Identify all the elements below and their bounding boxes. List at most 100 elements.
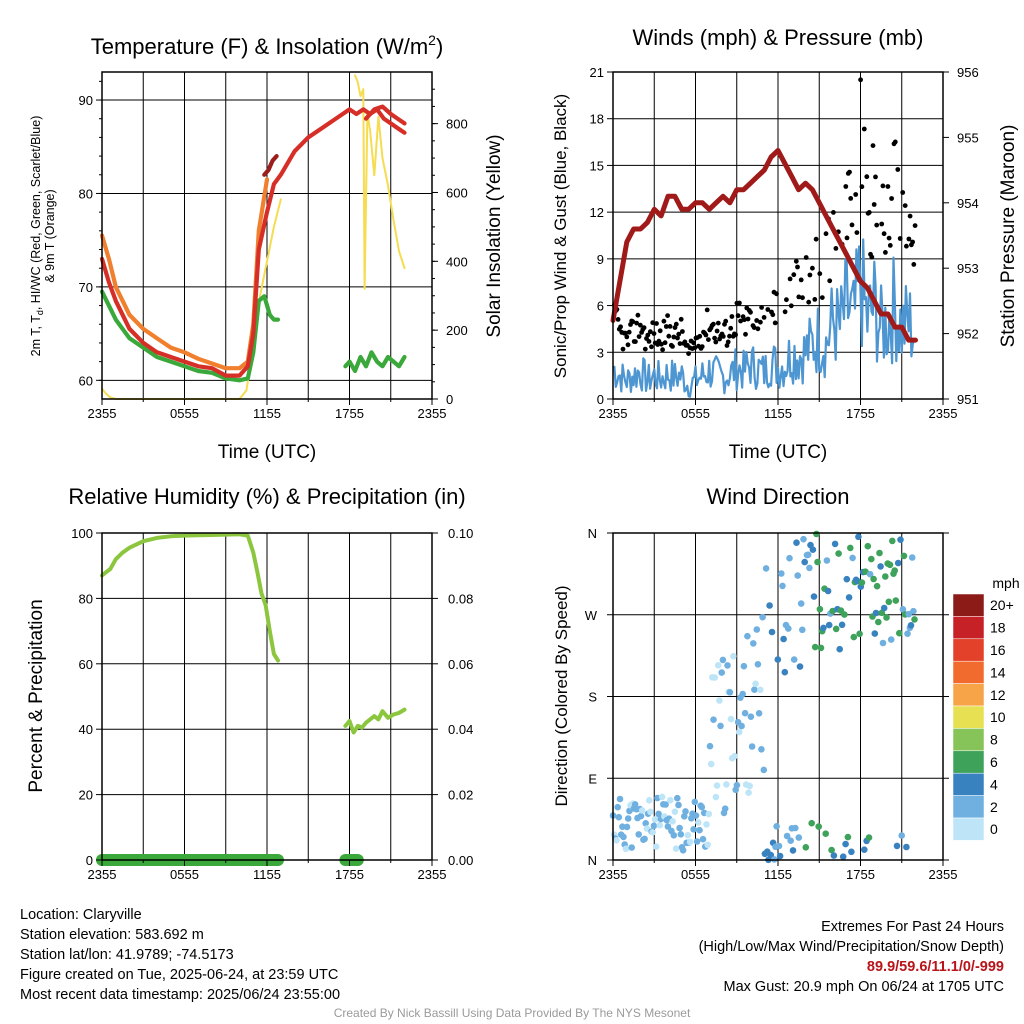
wind-direction-point [905, 610, 912, 618]
y2-tick-label: 952 [957, 327, 979, 342]
wind-direction-point [822, 830, 829, 837]
wind-direction-point [861, 846, 868, 853]
wind-direction-point [899, 606, 907, 613]
wind-direction-point [635, 831, 642, 838]
wind-direction-point [713, 782, 721, 789]
gust-point [697, 333, 703, 339]
extremes-heading: Extremes For Past 24 Hours [821, 919, 1004, 935]
wind-direction-point [786, 554, 793, 562]
wind-direction-point [638, 807, 646, 814]
wind-direction-point [907, 622, 915, 629]
y-tick-label: 80 [79, 591, 93, 606]
direction-tick-label: W [585, 608, 598, 623]
y2-tick-label: 956 [957, 65, 979, 80]
wind-direction-point [641, 835, 648, 843]
legend-label: 20+ [990, 597, 1014, 613]
y-tick-label: 12 [590, 205, 604, 220]
gust-point [866, 210, 872, 215]
wind-direction-point [650, 822, 658, 830]
wind-direction-point [727, 715, 735, 723]
gust-point [638, 322, 643, 328]
gust-point [904, 243, 909, 249]
wind-direction-point [703, 821, 710, 828]
y-tick-label: 80 [79, 186, 93, 201]
wind-direction-point [850, 633, 858, 641]
legend-swatch [952, 705, 985, 729]
gust-point [813, 236, 819, 242]
gust-point [729, 314, 735, 319]
y-tick-label: 90 [79, 93, 93, 108]
gust-point [812, 297, 818, 302]
gust-point [788, 303, 794, 309]
wind-direction-point [848, 848, 855, 856]
max-gust: Max Gust: 20.9 mph On 06/24 at 1705 UTC [723, 979, 1004, 995]
gust-point [667, 324, 673, 329]
gust-point [787, 276, 793, 282]
wind-direction-point [838, 621, 846, 629]
station-info: Location: Claryville Station elevation: … [20, 905, 340, 1005]
wind-direction-point [741, 709, 749, 717]
temperature-series-line [262, 154, 279, 177]
wind-direction-point [813, 530, 820, 538]
wind-direction-point [750, 640, 757, 647]
gust-point [848, 196, 854, 201]
temperature-x-axis-label: Time (UTC) [218, 442, 317, 463]
gust-point [677, 341, 683, 346]
gust-point [662, 340, 668, 346]
gust-point [761, 315, 767, 320]
x-tick-label: 0555 [681, 867, 710, 882]
wind-direction-point [682, 808, 689, 815]
wind-direction-chart-title: Wind Direction [706, 484, 849, 509]
gust-point [714, 328, 720, 334]
wind-direction-point [642, 820, 649, 827]
wind-direction-point [755, 710, 763, 717]
wind-direction-point [672, 845, 680, 852]
gust-point [626, 329, 632, 335]
wind-direction-point [658, 793, 666, 801]
wind-direction-point [718, 669, 725, 676]
gust-point [758, 319, 763, 325]
temperature-y-axis-label: 2m T, Td, HI/WC (Red, Green, Scarlet/Blu… [29, 116, 57, 357]
y2-tick-label: 200 [446, 323, 468, 338]
wind-direction-point [792, 824, 799, 832]
y2-tick-label: 953 [957, 261, 979, 276]
wind-direction-point [670, 832, 678, 839]
legend-label: 2 [990, 799, 998, 815]
gust-point [879, 221, 885, 227]
direction-tick-label: E [588, 771, 597, 786]
temperature-series-line [343, 350, 407, 374]
gust-point [748, 309, 753, 315]
gust-point [844, 235, 850, 241]
y-tick-label: 9 [597, 252, 604, 267]
x-tick-label: 2355 [88, 867, 117, 882]
x-tick-label: 1755 [846, 867, 875, 882]
y-tick-label: 0 [597, 392, 604, 407]
wind-direction-point [876, 549, 883, 557]
credit-line: Created By Nick Bassill Using Data Provi… [333, 1006, 691, 1020]
gust-point [650, 320, 656, 326]
legend-swatch [952, 683, 985, 707]
wind-direction-point [844, 833, 852, 841]
wind-direction-point [864, 542, 872, 550]
legend-label: 18 [990, 620, 1006, 636]
humidity-panel: Relative Humidity (%) & Precipitation (i… [26, 484, 473, 882]
wind-direction-point [800, 535, 807, 543]
wind-direction-point [832, 625, 840, 633]
y2-tick-label: 955 [957, 130, 979, 145]
legend-title: mph [992, 575, 1019, 591]
gust-point [881, 231, 887, 237]
wind-direction-point [794, 572, 801, 579]
info-latlon: Station lat/lon: 41.9789; -74.5173 [20, 947, 234, 963]
wind-direction-point [775, 842, 783, 850]
wind-direction-point [787, 837, 794, 844]
wind-direction-point [815, 823, 822, 830]
humidity-line [343, 707, 407, 735]
gust-point [649, 344, 654, 350]
y2-tick-label: 0 [446, 392, 453, 407]
wind-direction-point [724, 662, 731, 669]
gust-point [810, 265, 815, 271]
gust-point [772, 320, 778, 326]
gust-point [759, 305, 764, 310]
wind-direction-point [721, 805, 729, 812]
wind-direction-point [880, 604, 888, 612]
